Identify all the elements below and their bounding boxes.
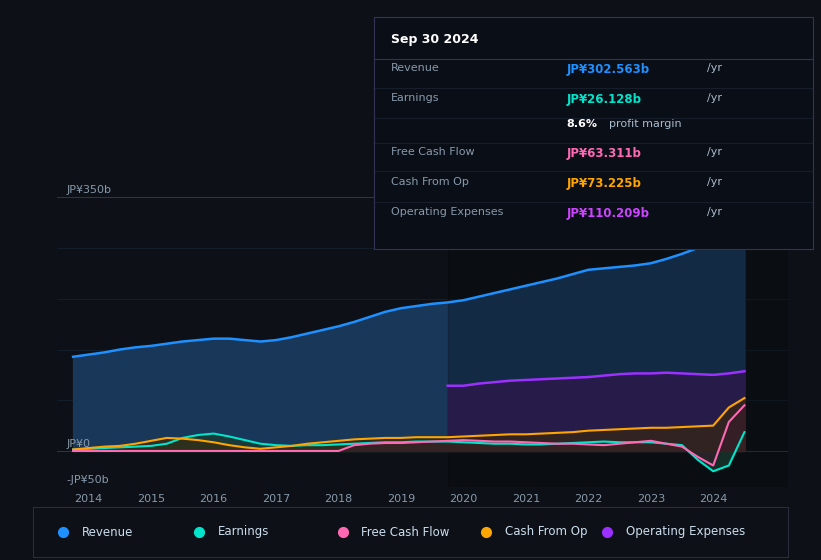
Text: JP¥73.225b: JP¥73.225b (566, 177, 642, 190)
Text: JP¥26.128b: JP¥26.128b (566, 94, 642, 106)
Text: JP¥63.311b: JP¥63.311b (566, 147, 642, 160)
Text: Operating Expenses: Operating Expenses (391, 207, 503, 217)
Text: Free Cash Flow: Free Cash Flow (391, 147, 475, 157)
Text: /yr: /yr (708, 207, 722, 217)
Text: Revenue: Revenue (391, 63, 440, 73)
Text: /yr: /yr (708, 177, 722, 187)
Text: profit margin: profit margin (608, 119, 681, 129)
Text: JP¥302.563b: JP¥302.563b (566, 63, 650, 76)
Text: /yr: /yr (708, 94, 722, 104)
Text: Operating Expenses: Operating Expenses (626, 525, 745, 539)
Text: Revenue: Revenue (82, 525, 133, 539)
Text: Sep 30 2024: Sep 30 2024 (391, 33, 479, 46)
Text: JP¥350b: JP¥350b (67, 185, 112, 195)
Bar (447, 179, 788, 487)
Text: 8.6%: 8.6% (566, 119, 598, 129)
Text: Earnings: Earnings (218, 525, 269, 539)
Text: /yr: /yr (708, 147, 722, 157)
Text: Earnings: Earnings (391, 94, 439, 104)
Text: -JP¥50b: -JP¥50b (67, 475, 109, 485)
Text: JP¥0: JP¥0 (67, 439, 91, 449)
Text: Cash From Op: Cash From Op (391, 177, 469, 187)
Text: JP¥110.209b: JP¥110.209b (566, 207, 649, 221)
Text: Free Cash Flow: Free Cash Flow (361, 525, 450, 539)
Text: /yr: /yr (708, 63, 722, 73)
Text: Cash From Op: Cash From Op (505, 525, 587, 539)
